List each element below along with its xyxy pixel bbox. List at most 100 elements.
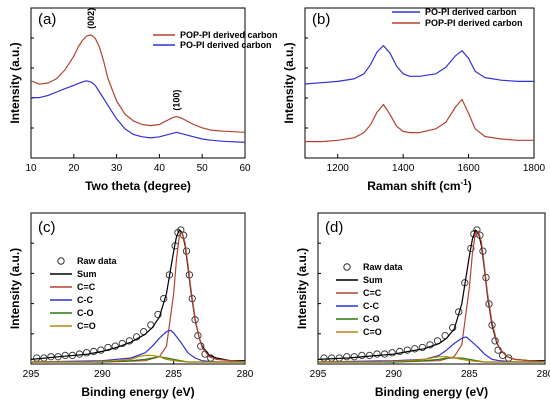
- plot-frame: [304, 7, 535, 159]
- series-line-2: [318, 230, 546, 363]
- series-line-5: [31, 354, 245, 363]
- x-tick-label: 1600: [457, 163, 480, 174]
- peak-annotation: (002): [86, 8, 96, 29]
- plot-frame: [30, 7, 246, 159]
- x-tick-label: 10: [25, 163, 37, 174]
- y-axis-label: Intensity (a.u.): [8, 248, 22, 329]
- raw-data-point: [33, 354, 41, 362]
- panel-2: 1200 1400 1600 1800 Raman shift (cm-1) Intens…: [282, 7, 546, 193]
- x-tick-label: 20: [68, 163, 80, 174]
- x-axis-label-main: Raman shift (cm: [367, 179, 460, 193]
- y-axis-label: Intensity (a.u.): [8, 42, 22, 123]
- series-line-1: [31, 80, 246, 143]
- x-tick-label: 295: [310, 369, 327, 380]
- raw-data-point: [426, 341, 434, 349]
- x-tick-label: 1800: [523, 163, 546, 174]
- legend-label: PO-PI derived carbon: [425, 7, 517, 17]
- legend-label: PO-PI derived carbon: [180, 40, 272, 50]
- legend-label: C=C: [77, 282, 96, 292]
- legend-label: C=O: [363, 327, 382, 337]
- x-tick-label: 1200: [327, 163, 350, 174]
- raw-data-point: [396, 347, 404, 356]
- panel-4: 295 290 285 280 Binding energy (eV) Intensity…: [295, 212, 550, 399]
- panel-label: (c): [38, 219, 56, 236]
- raw-data-point: [97, 346, 105, 354]
- raw-data-point: [358, 351, 366, 360]
- x-axis-label: Binding energy (eV): [81, 385, 194, 399]
- legend-label: C=O: [77, 321, 96, 331]
- series-line-5: [318, 356, 545, 363]
- x-axis-label-sup: -1: [461, 178, 469, 187]
- panel-3: 295 290 285 280 Binding energy (eV) Intensity…: [8, 212, 254, 399]
- x-tick-label: 295: [23, 369, 40, 380]
- y-axis-label: Intensity (a.u.): [295, 248, 309, 329]
- panel-label: (a): [38, 11, 56, 28]
- legend-label: Sum: [363, 275, 383, 285]
- raw-data-point: [418, 343, 427, 352]
- raw-data-point: [373, 350, 381, 358]
- x-axis-label-main: Binding energy (eV): [81, 385, 194, 399]
- series-line-3: [30, 329, 245, 363]
- x-tick-label: 30: [111, 163, 123, 174]
- raw-data-point: [380, 350, 389, 358]
- x-axis-label-main: Binding energy (eV): [375, 385, 488, 399]
- raw-data-point: [343, 353, 351, 361]
- x-axis-label: Two theta (degree): [85, 179, 191, 193]
- legend-label: C-C: [363, 301, 379, 311]
- x-axis-label-end: ): [468, 179, 472, 193]
- x-axis-label-main: Two theta (degree): [85, 179, 191, 193]
- raw-data-point: [411, 345, 419, 353]
- legend: Raw data Sum C=C C-C C-O C=O: [336, 262, 404, 337]
- raw-data-point: [90, 347, 98, 356]
- x-tick-label: 290: [94, 369, 111, 380]
- legend-label: Sum: [77, 269, 97, 279]
- x-tick-label: 40: [154, 163, 166, 174]
- raw-data-point: [388, 349, 396, 357]
- raw-data-point: [154, 310, 162, 319]
- legend-label: POP-PI derived carbon: [425, 18, 523, 28]
- x-tick-label: 1400: [392, 163, 415, 174]
- x-axis-label: Binding energy (eV): [375, 385, 488, 399]
- x-tick-label: 290: [385, 369, 402, 380]
- legend-label: Raw data: [77, 256, 118, 266]
- raw-data-point: [320, 354, 328, 362]
- legend-label: C=C: [363, 288, 382, 298]
- plot-frame: [317, 212, 546, 365]
- y-axis-label: Intensity (a.u.): [282, 42, 296, 123]
- series-line-2: [31, 232, 246, 363]
- panel-label: (d): [325, 219, 343, 236]
- series-line-1: [317, 229, 545, 362]
- series-line-1: [30, 229, 245, 362]
- panel-1: 10 20 30 40 50 60 Two theta (degree) Intensity …: [8, 7, 278, 193]
- series-line-1: [305, 98, 534, 143]
- legend-marker: [57, 257, 65, 265]
- panel-label: (b): [312, 11, 330, 28]
- raw-data-point: [498, 351, 507, 360]
- plot-frame: [30, 212, 246, 365]
- raw-data-point: [104, 343, 112, 352]
- legend-marker: [343, 263, 351, 271]
- x-tick-label: 50: [197, 163, 209, 174]
- peak-annotation: (100): [172, 90, 182, 111]
- raw-data-point: [327, 354, 336, 362]
- raw-data-point: [111, 342, 119, 350]
- legend-label: C-O: [363, 314, 380, 324]
- x-tick-label: 60: [239, 163, 251, 174]
- raw-data-point: [82, 349, 91, 357]
- x-tick-label: 280: [237, 369, 254, 380]
- x-tick-label: 280: [537, 369, 550, 380]
- raw-data-point: [118, 339, 126, 348]
- series-line-0: [30, 34, 246, 133]
- legend: Raw data Sum C=C C-C C-O C=O: [50, 256, 118, 331]
- legend-label: C-O: [77, 308, 94, 318]
- raw-data-point: [473, 226, 481, 234]
- series-line-0: [304, 45, 534, 85]
- x-axis-label: Raman shift (cm-1): [367, 178, 471, 193]
- legend-label: Raw data: [363, 262, 404, 272]
- x-tick-label: 285: [461, 369, 478, 380]
- raw-data-point: [403, 346, 411, 354]
- legend-label: POP-PI derived carbon: [180, 30, 278, 40]
